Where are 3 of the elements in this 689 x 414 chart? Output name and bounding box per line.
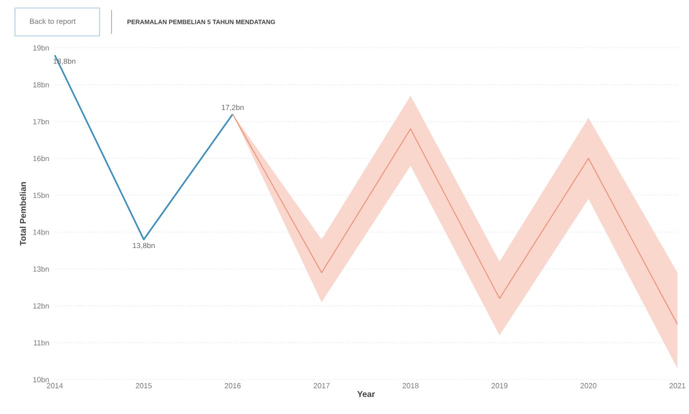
x-axis-title: Year [357, 390, 375, 397]
y-axis-title: Total Pembelian [20, 182, 26, 246]
line-series [232, 114, 678, 324]
